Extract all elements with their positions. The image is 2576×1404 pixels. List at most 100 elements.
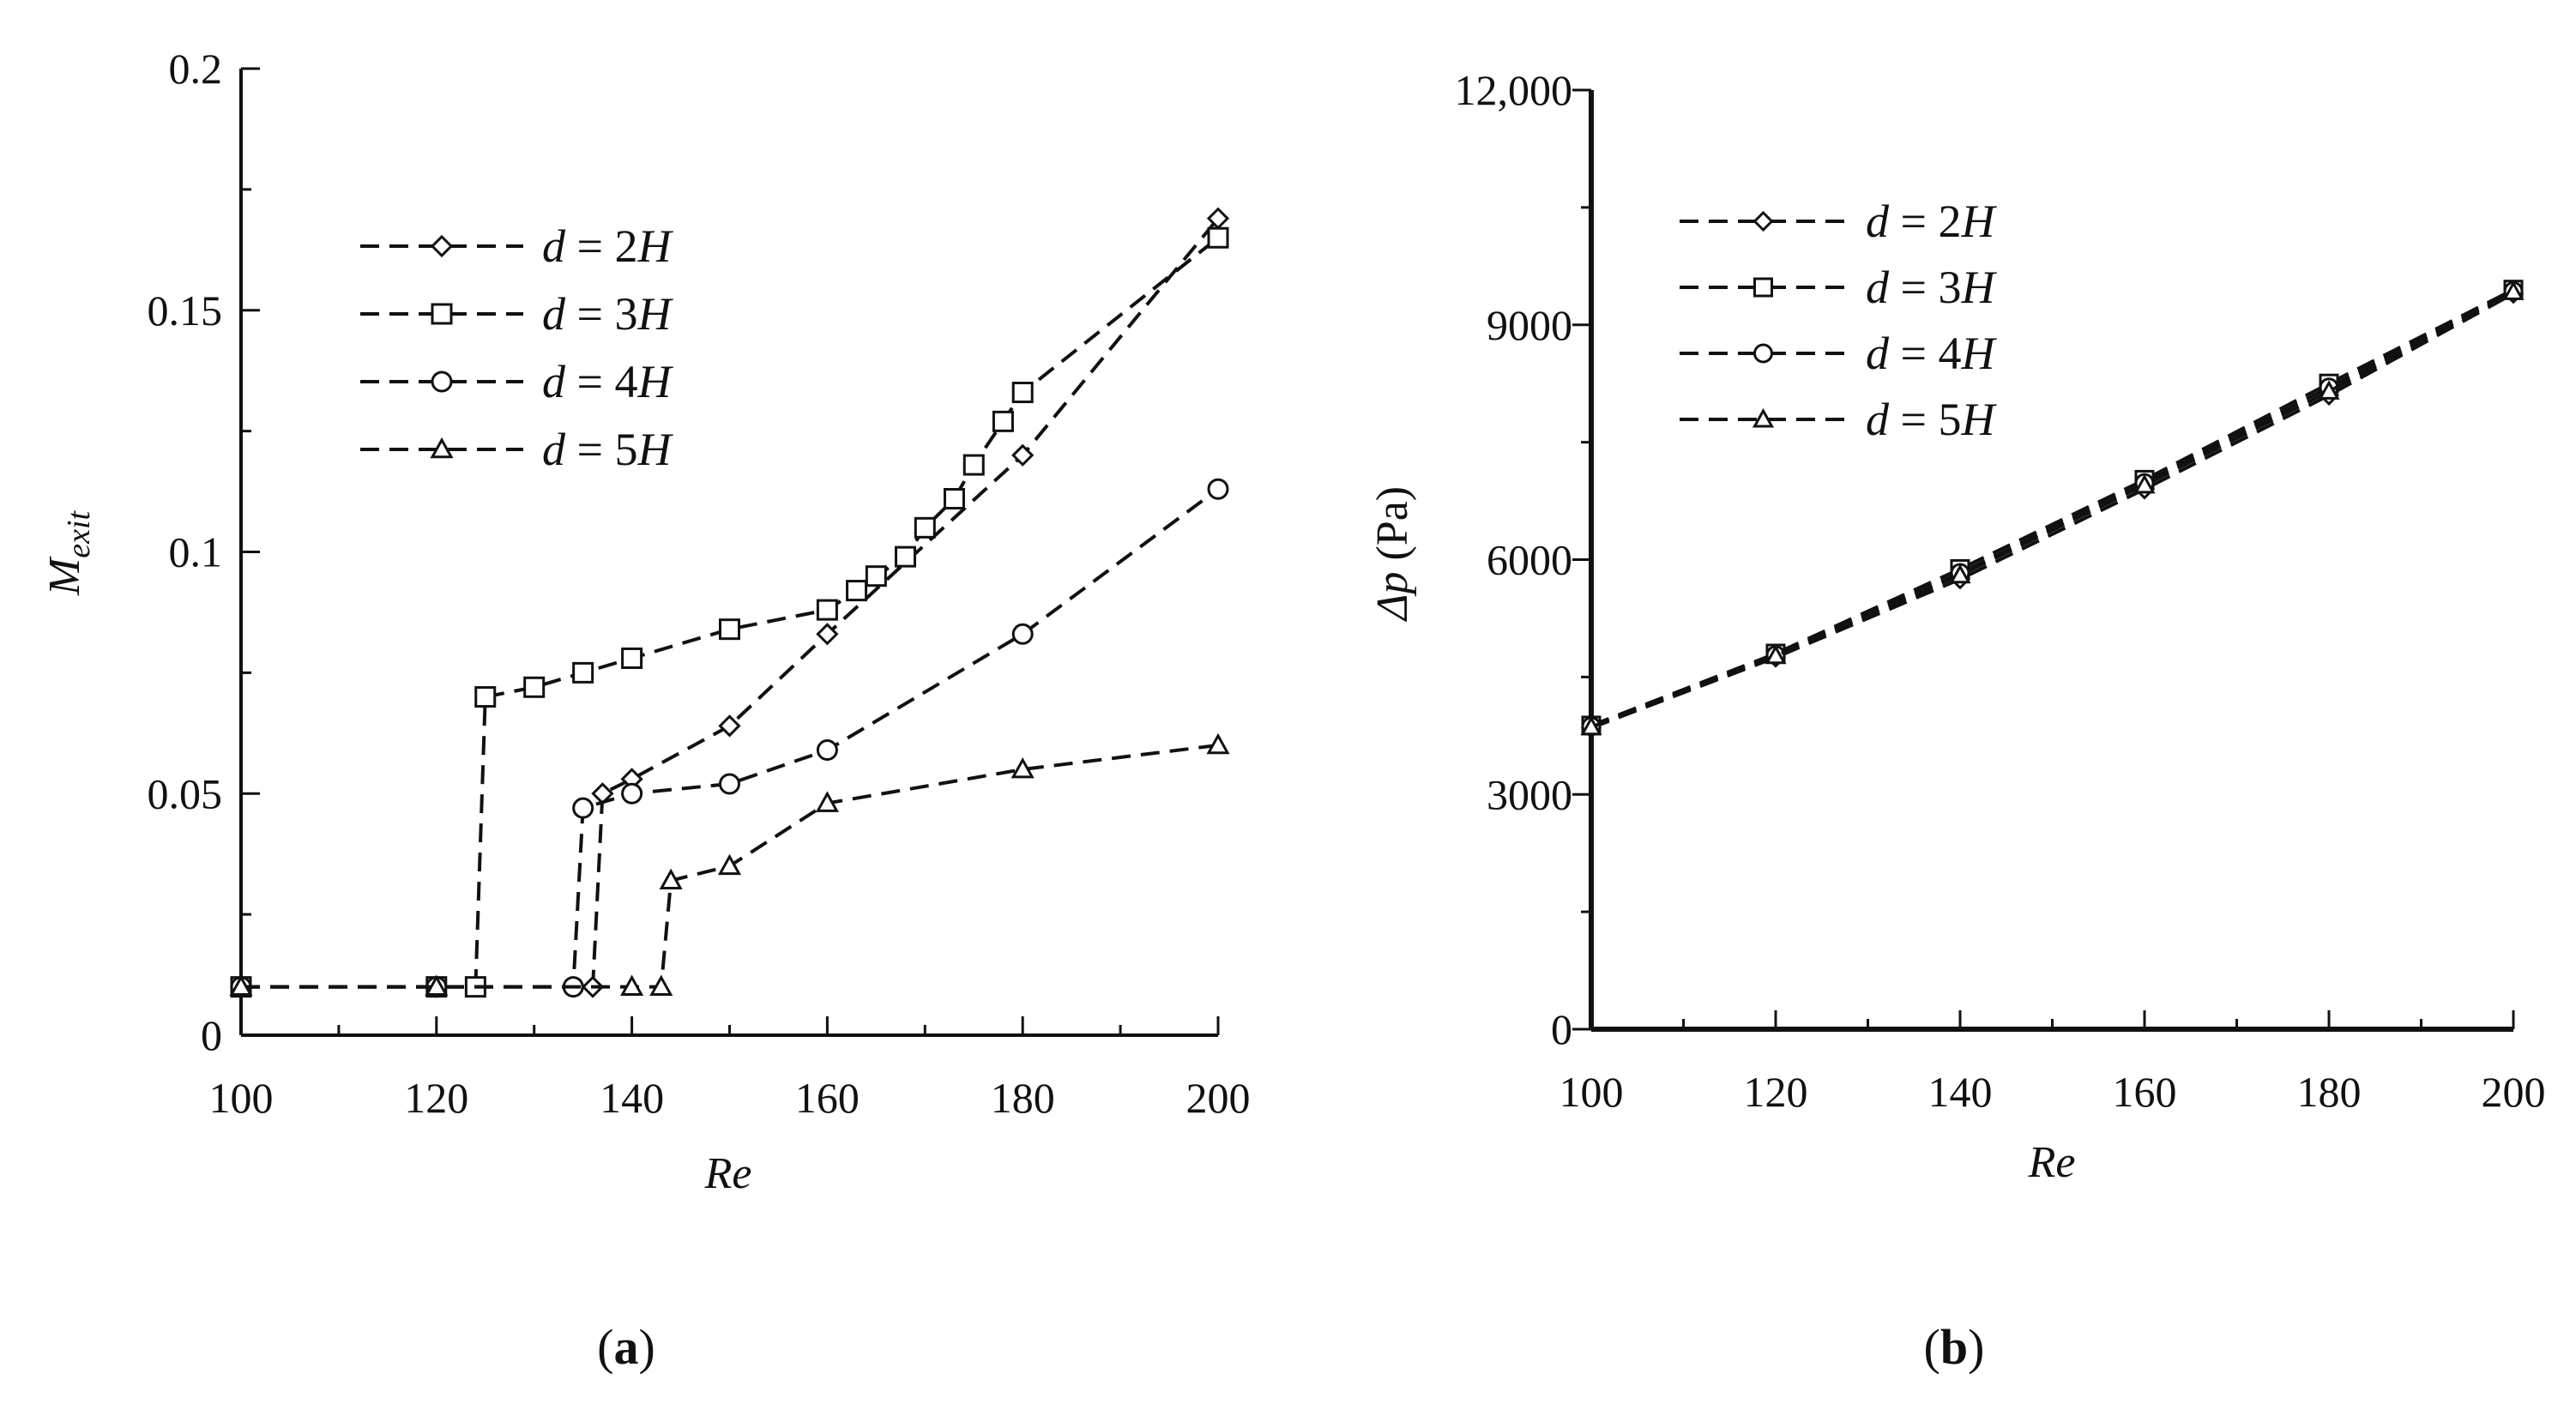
b-series-4-point: [1949, 563, 1971, 584]
a-series-3-point: [621, 782, 643, 804]
b-legend-label: d = 5H: [1866, 394, 1997, 445]
chart-b-panel-letter: b: [1940, 1319, 1968, 1375]
a-series-2-point: [865, 565, 887, 588]
a-legend-marker: [430, 234, 454, 258]
chart-b-x-tick-labels: 100 120 140 160 180 200: [1559, 1068, 2546, 1116]
b-y-tick-label: 6000: [1487, 536, 1572, 584]
a-series-4-point: [649, 974, 673, 996]
chart-a-ticks: [239, 67, 1220, 1037]
a-series-1-point: [816, 623, 839, 646]
chart-a-series: [229, 207, 1230, 998]
a-y-tick-label: 0: [201, 1011, 222, 1059]
chart-b-ticks: [1572, 88, 2515, 1031]
a-series-4-point: [1010, 756, 1035, 779]
b-legend-label: d = 3H: [1866, 262, 1997, 313]
chart-a-legend: d = 2H d = 3H d = 4H d = 5H: [360, 220, 673, 475]
chart-a-y-tick-labels: 0 0.05 0.1 0.15 0.2: [148, 45, 223, 1059]
a-series-3-line: [241, 487, 1220, 989]
chart-b-panel-label: (b): [1924, 1319, 1985, 1375]
a-legend-label: d = 2H: [542, 220, 673, 272]
a-series-2: [230, 226, 1229, 998]
a-series-1: [229, 207, 1230, 998]
b-series-4-point: [2318, 380, 2340, 400]
b-legend-label: d = 4H: [1866, 328, 1997, 379]
a-series-2-point: [1011, 382, 1034, 404]
b-y-tick-label: 12,000: [1455, 66, 1573, 114]
a-series-2-point: [895, 545, 917, 568]
b-series-4-point: [2133, 473, 2156, 494]
a-legend-item: d = 3H: [360, 288, 673, 340]
a-legend-label: d = 5H: [542, 424, 673, 475]
a-series-4-point: [425, 974, 449, 996]
chart-a-x-tick-labels: 100 120 140 160 180 200: [209, 1074, 1251, 1122]
a-legend-marker: [430, 437, 454, 459]
a-series-1-point: [718, 714, 741, 738]
a-series-2-point: [914, 516, 936, 539]
a-series-4: [229, 732, 1230, 996]
a-series-4-point: [229, 974, 253, 996]
b-legend-marker: [1753, 210, 1774, 232]
a-series-3-point: [1207, 478, 1229, 500]
b-series-1-line: [1590, 292, 2514, 730]
a-series-3-point: [719, 773, 740, 795]
a-x-tick-label: 160: [795, 1074, 860, 1122]
b-series-3: [1581, 281, 2524, 737]
b-x-tick-label: 200: [2482, 1068, 2546, 1116]
a-series-2-point: [816, 599, 838, 621]
b-y-tick-label: 0: [1551, 1005, 1572, 1053]
a-series-4-point: [717, 853, 742, 876]
b-series-2-line: [1590, 287, 2514, 727]
b-series-3-line: [1590, 289, 2514, 728]
chart-a-panel-label: (a): [597, 1319, 655, 1375]
a-series-2-point: [846, 580, 868, 602]
b-legend-marker: [1753, 343, 1773, 364]
a-series-2-point: [992, 410, 1014, 432]
chart-a-x-axis-label: Re: [704, 1149, 752, 1198]
a-series-2-point: [523, 676, 546, 698]
b-series-4-point: [2502, 280, 2525, 300]
a-y-tick-label: 0.05: [148, 769, 223, 817]
b-y-tick-label: 9000: [1487, 301, 1572, 349]
b-series-4-point: [1580, 715, 1602, 736]
b-legend-item: d = 3H: [1680, 262, 1997, 313]
a-series-2-point: [572, 661, 594, 684]
a-y-tick-label: 0.2: [169, 45, 223, 93]
b-legend-item: d = 5H: [1680, 394, 1997, 445]
chart-b: 100 120 140 160 180 200 0 3000 6000 9000 12,000 R…: [1368, 66, 2546, 1375]
a-series-4-point: [659, 868, 683, 889]
chart-b-series: [1580, 280, 2525, 738]
b-x-tick-label: 180: [2297, 1068, 2362, 1116]
a-series-3-point: [572, 797, 594, 819]
b-x-tick-label: 100: [1559, 1068, 1624, 1116]
a-legend-marker: [431, 371, 453, 393]
a-series-2-point: [962, 454, 985, 476]
a-series-3: [230, 478, 1229, 998]
a-x-tick-label: 120: [404, 1074, 468, 1122]
a-legend-marker: [431, 303, 453, 325]
chart-a: 100 120 140 160 180 200 0 0.05 0.1 0.15 0.2 Re Me…: [40, 45, 1251, 1375]
b-x-tick-label: 140: [1928, 1068, 1993, 1116]
b-series-2: [1581, 280, 2524, 736]
a-series-1-point: [1011, 443, 1035, 467]
b-series-4-point: [1765, 644, 1787, 665]
a-legend-item: d = 4H: [360, 356, 673, 407]
a-x-tick-label: 100: [209, 1074, 274, 1122]
a-series-3-point: [816, 739, 838, 762]
a-x-tick-label: 180: [991, 1074, 1055, 1122]
a-legend-label: d = 3H: [542, 288, 673, 340]
chart-b-y-axis-label: Δp (Pa): [1368, 486, 1417, 622]
a-y-tick-label: 0.1: [169, 528, 223, 576]
chart-a-panel-letter: a: [614, 1319, 639, 1375]
a-x-tick-label: 140: [600, 1074, 664, 1122]
chart-a-y-axis-label: Mexit: [40, 509, 97, 596]
b-series-4-line: [1590, 290, 2514, 729]
a-series-4-point: [620, 974, 644, 996]
b-legend-label: d = 2H: [1866, 196, 1997, 247]
chart-b-x-axis-label: Re: [2028, 1138, 2076, 1187]
a-series-2-point: [1207, 226, 1229, 249]
b-legend-marker: [1753, 277, 1773, 298]
b-x-tick-label: 120: [1744, 1068, 1808, 1116]
b-series-4: [1580, 280, 2525, 736]
b-legend-item: d = 2H: [1680, 196, 1997, 247]
